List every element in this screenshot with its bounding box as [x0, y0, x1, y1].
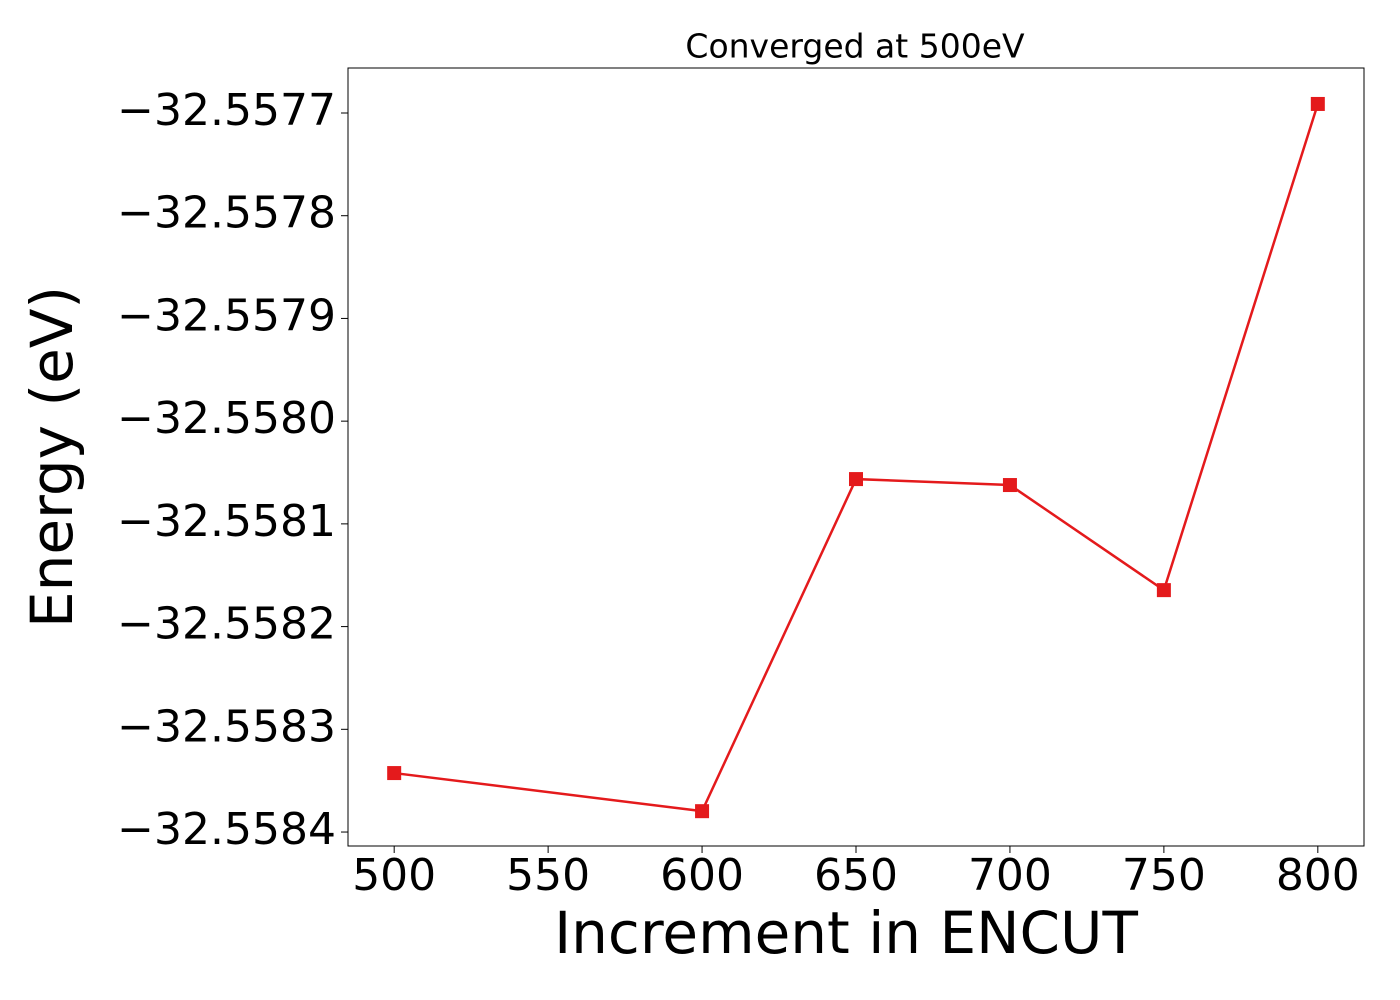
- marker: [695, 804, 710, 819]
- y-tick-label: −32.5583: [117, 701, 336, 752]
- x-tick-label: 750: [1122, 850, 1206, 901]
- y-tick-label: −32.5584: [117, 804, 336, 855]
- x-tick-label: 650: [814, 850, 898, 901]
- plot-frame: [347, 67, 1365, 847]
- y-tick-label: −32.5578: [117, 188, 336, 239]
- marker: [387, 766, 402, 781]
- x-tick-label: 700: [968, 850, 1052, 901]
- x-tick-label: 500: [352, 850, 436, 901]
- x-tick-label: 600: [660, 850, 744, 901]
- x-axis-label: Increment in ENCUT: [554, 899, 1138, 967]
- y-tick-label: −32.5582: [117, 599, 336, 650]
- y-axis-label: Energy (eV): [18, 286, 86, 628]
- line: [394, 103, 1320, 813]
- chart-title: Converged at 500eV: [685, 27, 1025, 66]
- y-tick-label: −32.5580: [117, 393, 336, 444]
- x-tick-label: 800: [1276, 850, 1360, 901]
- y-tick-label: −32.5581: [117, 496, 336, 547]
- y-tick-label: −32.5577: [117, 85, 336, 136]
- y-tick-label: −32.5579: [117, 290, 336, 341]
- marker: [1156, 583, 1171, 598]
- marker: [1002, 478, 1017, 493]
- marker: [1310, 96, 1325, 111]
- x-tick-label: 550: [506, 850, 590, 901]
- marker: [849, 472, 863, 487]
